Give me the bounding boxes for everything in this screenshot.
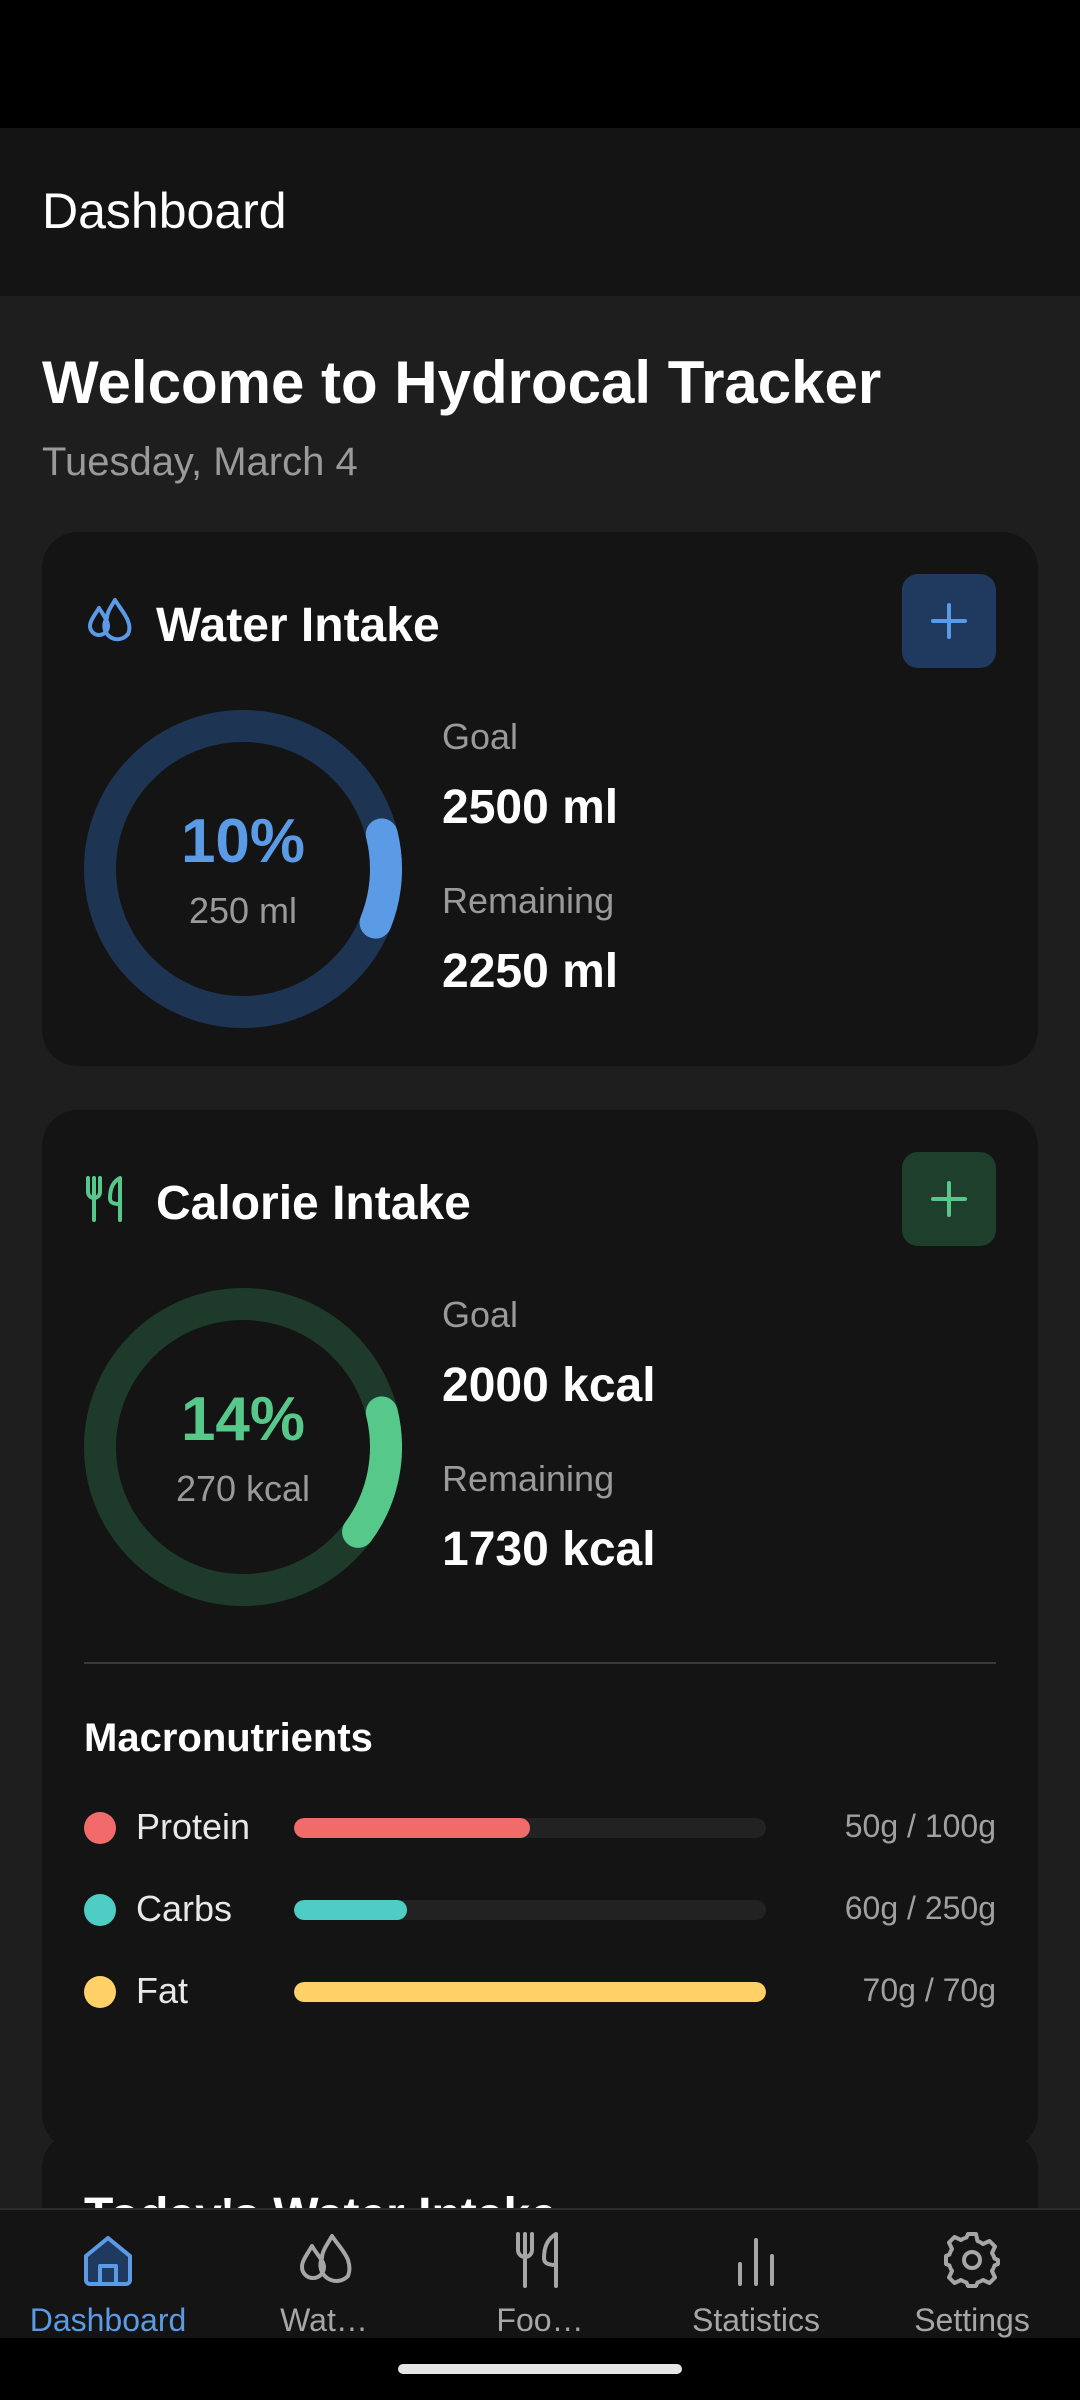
nav-label: Statistics [691, 2302, 821, 2338]
water-drops-icon [300, 2234, 352, 2283]
add-water-button[interactable] [902, 574, 996, 668]
macro-dot [84, 1812, 116, 1844]
macro-value: 50g / 100g [844, 1808, 996, 1844]
macro-dot [84, 1894, 116, 1926]
water-card-title: Water Intake [156, 599, 440, 652]
water-amount: 250 ml [188, 890, 298, 931]
nav-item-statistics[interactable]: Statistics [648, 2210, 864, 2340]
nav-item-food[interactable]: Foo… [432, 2210, 648, 2340]
calorie-amount: 270 kcal [175, 1468, 311, 1509]
fork-knife-icon [516, 2232, 558, 2288]
macro-progress-track [294, 1900, 766, 1920]
water-drops-icon [88, 598, 132, 642]
calorie-goal-label: Goal [442, 1294, 519, 1335]
gesture-bar [0, 2338, 1080, 2400]
welcome-heading: Welcome to Hydrocal Tracker [42, 349, 882, 416]
todays-water-title: Today's Water Intake [84, 2188, 557, 2208]
todays-water-intake-card: Today's Water Intake [42, 2132, 1038, 2208]
water-intake-card: Water Intake 10% 250 ml Goal 2500 ml Rem… [42, 532, 1038, 1066]
macro-name: Carbs [136, 1888, 233, 1929]
status-bar [0, 0, 1080, 128]
nav-label: Dashboard [29, 2302, 187, 2338]
nav-label: Foo… [496, 2302, 584, 2338]
macro-value: 70g / 70g [862, 1972, 996, 2008]
macro-value: 60g / 250g [844, 1890, 996, 1926]
macro-row-protein: Protein 50g / 100g [84, 1802, 996, 1852]
macro-progress-fill [294, 1818, 530, 1838]
water-card-header: Water Intake [84, 574, 996, 668]
home-icon [84, 2236, 132, 2286]
nav-label: Settings [914, 2302, 1030, 2338]
plus-icon [931, 1181, 967, 1217]
water-ring-fill [84, 710, 402, 1028]
nav-item-water[interactable]: Wat… [216, 2210, 432, 2340]
macro-dot [84, 1976, 116, 2008]
plus-icon [931, 603, 967, 639]
calorie-card-title: Calorie Intake [156, 1177, 471, 1230]
calorie-goal-value: 2000 kcal [442, 1359, 656, 1412]
macronutrients-title: Macronutrients [84, 1716, 373, 1760]
macro-progress-track [294, 1982, 766, 2002]
divider [84, 1662, 996, 1664]
macro-progress-track [294, 1818, 766, 1838]
calorie-remaining-label: Remaining [442, 1458, 615, 1499]
calorie-percent: 14% [180, 1385, 306, 1454]
gear-icon [944, 2232, 1000, 2288]
calorie-intake-card: Calorie Intake 14% 270 kcal Goal 2000 kc… [42, 1110, 1038, 2150]
macro-progress-fill [294, 1982, 766, 2002]
water-goal-label: Goal [442, 716, 519, 757]
macro-name: Fat [136, 1970, 189, 2011]
nav-label: Wat… [280, 2302, 368, 2338]
water-goal-value: 2500 ml [442, 781, 619, 834]
app-bar: Dashboard [0, 128, 1080, 296]
water-stats: Goal 2500 ml Remaining 2250 ml [442, 716, 618, 1002]
bottom-navigation: Dashboard Wat… Foo… Statistics Settings [0, 2208, 1080, 2338]
dashboard-scroll-area[interactable]: Welcome to Hydrocal Tracker Tuesday, Mar… [0, 296, 1080, 2208]
water-progress-ring: 10% 250 ml [84, 710, 402, 1028]
water-percent: 10% [180, 807, 306, 876]
home-gesture-handle[interactable] [398, 2364, 682, 2374]
current-date: Tuesday, March 4 [42, 440, 358, 484]
calorie-remaining-value: 1730 kcal [442, 1523, 656, 1576]
macro-row-carbs: Carbs 60g / 250g [84, 1884, 996, 1934]
calorie-stats: Goal 2000 kcal Remaining 1730 kcal [442, 1294, 656, 1580]
macro-name: Protein [136, 1806, 251, 1847]
add-calories-button[interactable] [902, 1152, 996, 1246]
water-remaining-label: Remaining [442, 880, 615, 921]
bar-chart-icon [738, 2238, 774, 2286]
calorie-progress-ring: 14% 270 kcal [84, 1288, 402, 1606]
water-remaining-value: 2250 ml [442, 945, 619, 998]
fork-knife-icon [86, 1176, 122, 1222]
nav-item-dashboard[interactable]: Dashboard [0, 2210, 216, 2340]
page-title: Dashboard [42, 183, 287, 239]
calorie-ring-fill [84, 1288, 402, 1606]
macro-progress-fill [294, 1900, 408, 1920]
calorie-card-header: Calorie Intake [84, 1152, 996, 1246]
macro-row-fat: Fat 70g / 70g [84, 1966, 996, 2016]
nav-item-settings[interactable]: Settings [864, 2210, 1080, 2340]
